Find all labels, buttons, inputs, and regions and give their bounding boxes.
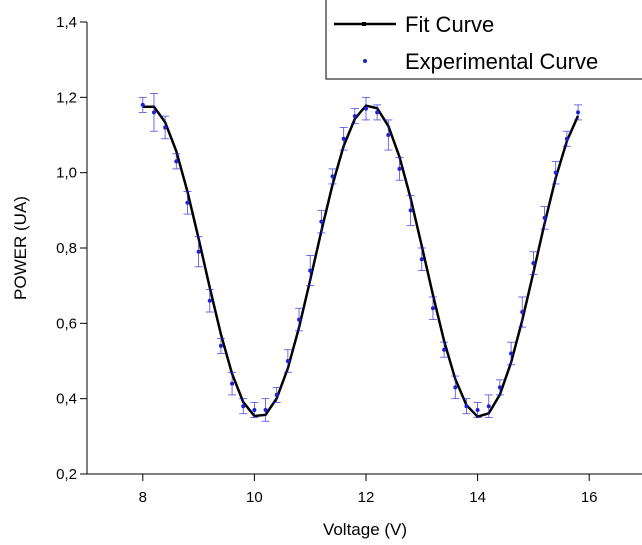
x-axis-label: Voltage (V) (323, 520, 407, 539)
data-point (464, 404, 469, 409)
x-tick-label: 14 (469, 489, 486, 506)
data-point (185, 200, 190, 205)
data-point (430, 306, 435, 311)
data-point (140, 102, 145, 107)
data-point (453, 385, 458, 390)
data-point (319, 219, 324, 224)
y-tick-label: 1,2 (56, 89, 77, 106)
x-tick-label: 12 (358, 489, 375, 506)
y-axis-label: POWER (UA) (11, 196, 30, 300)
data-point (151, 110, 156, 115)
data-point (375, 110, 380, 115)
data-point (442, 347, 447, 352)
data-point (352, 114, 357, 119)
data-point (241, 404, 246, 409)
data-point (297, 317, 302, 322)
data-point (520, 310, 525, 315)
data-point (419, 257, 424, 262)
data-point (564, 136, 569, 141)
data-point (207, 298, 212, 303)
legend-marker (362, 22, 366, 26)
data-point (542, 215, 547, 220)
data-point (308, 268, 313, 273)
x-tick-label: 16 (581, 489, 598, 506)
data-point (408, 208, 413, 213)
data-point (218, 343, 223, 348)
data-point (553, 170, 558, 175)
x-tick-label: 8 (139, 489, 147, 506)
data-point (576, 110, 581, 115)
data-point (330, 174, 335, 179)
data-point (486, 404, 491, 409)
data-point (230, 381, 235, 386)
y-tick-label: 0,6 (56, 315, 77, 332)
data-point (397, 166, 402, 171)
legend-marker (363, 59, 367, 63)
data-point (497, 385, 502, 390)
data-point (252, 407, 257, 412)
legend-box (325, 0, 642, 80)
data-point (341, 136, 346, 141)
data-point (274, 392, 279, 397)
data-point (163, 125, 168, 130)
data-point (475, 407, 480, 412)
legend-label: Fit Curve (405, 12, 494, 37)
data-point (364, 106, 368, 111)
y-tick-label: 0,2 (56, 466, 77, 483)
data-point (263, 407, 268, 412)
y-tick-label: 0,4 (56, 391, 77, 408)
fit-curve (142, 104, 580, 419)
x-tick-label: 10 (246, 489, 263, 506)
data-point (386, 133, 391, 137)
y-tick-label: 0,8 (56, 240, 77, 257)
data-point (174, 159, 179, 164)
y-tick-label: 1,0 (56, 165, 77, 182)
legend-label: Experimental Curve (405, 49, 598, 74)
data-point (531, 261, 536, 266)
data-point (285, 359, 290, 363)
data-point (196, 249, 201, 254)
data-point (509, 351, 514, 356)
y-tick-label: 1,4 (56, 14, 77, 31)
